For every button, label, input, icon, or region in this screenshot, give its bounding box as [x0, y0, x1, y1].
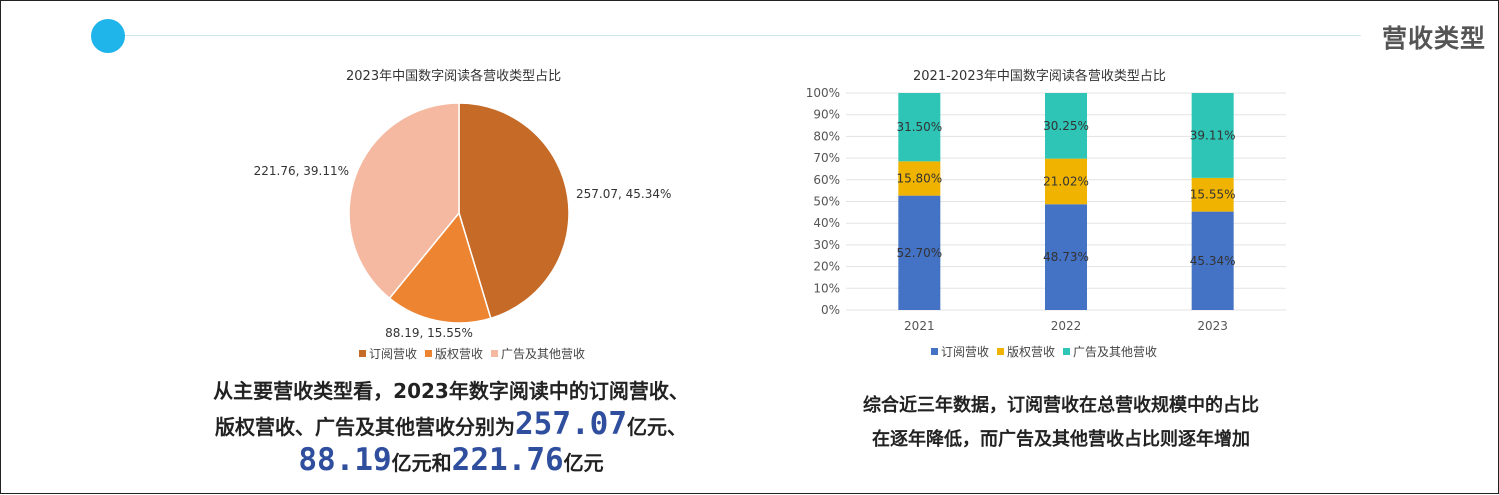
section-title: 营收类型 [1381, 24, 1486, 53]
summary-left-line3: 88.19亿元和221.76亿元 [201, 444, 701, 480]
bar-data-label: 21.02% [1043, 174, 1089, 188]
x-tick-label: 2022 [1051, 319, 1082, 333]
bar-chart-title: 2021-2023年中国数字阅读各营收类型占比 [913, 69, 1166, 84]
bar-legend: 订阅营收 版权营收 广告及其他营收 [931, 343, 1157, 360]
bar-legend-item: 版权营收 [997, 343, 1055, 360]
bar-data-label: 39.11% [1190, 128, 1236, 142]
legend-swatch [997, 348, 1005, 355]
pie-slice-1 [388, 211, 492, 324]
value-copyright: 88.19 [298, 442, 392, 478]
legend-label: 订阅营收 [369, 347, 418, 361]
pie-legend-item: 广告及其他营收 [491, 345, 585, 362]
y-tick-label: 30% [813, 238, 840, 252]
pie-data-label: 221.76, 39.11% [254, 164, 349, 178]
value-subscription: 257.07 [515, 406, 627, 442]
pie-slice-0 [458, 102, 570, 320]
y-tick-label: 50% [813, 195, 840, 209]
summary-left-line1: 从主要营收类型看，2023年数字阅读中的订阅营收、 [213, 379, 689, 403]
y-tick-label: 80% [813, 129, 840, 143]
summary-right: 综合近三年数据，订阅营收在总营收规模中的占比 在逐年降低，而广告及其他营收占比则… [811, 389, 1311, 457]
legend-label: 版权营收 [1007, 345, 1056, 359]
pie-legend-item: 订阅营收 [359, 345, 417, 362]
pie-legend-item: 版权营收 [425, 345, 483, 362]
header-divider [121, 35, 1361, 36]
bar-segment [1191, 177, 1234, 212]
legend-swatch [359, 350, 366, 357]
bar-data-label: 45.34% [1190, 254, 1236, 268]
summary-left-text: 亿元 [563, 451, 604, 475]
summary-left: 从主要营收类型看，2023年数字阅读中的订阅营收、 版权营收、广告及其他营收分别… [201, 375, 701, 480]
y-tick-label: 40% [813, 216, 840, 230]
y-tick-label: 90% [813, 108, 840, 122]
x-tick-label: 2021 [904, 319, 935, 333]
bar-legend-item: 订阅营收 [931, 343, 989, 360]
bar-segment [1045, 93, 1087, 159]
y-tick-label: 100% [806, 86, 840, 100]
bar-segment [1045, 158, 1087, 205]
legend-swatch [1063, 348, 1071, 355]
legend-label: 广告及其他营收 [1073, 345, 1158, 359]
bar-data-label: 30.25% [1043, 119, 1089, 133]
pie-slice-2 [348, 102, 460, 300]
legend-swatch [931, 348, 938, 355]
bar-data-label: 52.70% [896, 246, 942, 260]
y-tick-label: 70% [813, 151, 840, 165]
summary-right-line1: 综合近三年数据，订阅营收在总营收规模中的占比 [863, 395, 1259, 416]
summary-left-line2: 版权营收、广告及其他营收分别为257.07亿元、 [201, 408, 701, 444]
pie-legend: 订阅营收 版权营收 广告及其他营收 [359, 345, 585, 362]
bar-data-label: 15.80% [896, 171, 942, 185]
legend-label: 版权营收 [435, 347, 484, 361]
y-tick-label: 60% [813, 173, 840, 187]
summary-left-text: 亿元和 [391, 451, 452, 475]
value-advertising: 221.76 [451, 442, 564, 478]
y-tick-label: 10% [813, 281, 840, 295]
bar-segment [898, 195, 941, 310]
bar-legend-item: 广告及其他营收 [1063, 343, 1157, 360]
y-tick-label: 0% [821, 303, 840, 317]
bar-segment [1191, 93, 1234, 178]
y-tick-label: 20% [813, 260, 840, 274]
summary-right-line2: 在逐年降低，而广告及其他营收占比则逐年增加 [872, 429, 1250, 450]
pie-data-label: 257.07, 45.34% [576, 187, 671, 201]
header-dot-icon [91, 19, 125, 53]
x-tick-label: 2023 [1197, 319, 1228, 333]
bar-segment [1045, 204, 1087, 310]
bar-data-label: 31.50% [896, 120, 942, 134]
legend-swatch [491, 350, 499, 357]
legend-label: 广告及其他营收 [501, 347, 586, 361]
bar-segment [1191, 211, 1234, 310]
summary-left-text: 亿元、 [626, 415, 687, 439]
bar-data-label: 15.55% [1190, 188, 1236, 202]
bar-segment [898, 161, 941, 196]
bar-data-label: 48.73% [1043, 250, 1089, 264]
legend-swatch [425, 350, 433, 357]
legend-label: 订阅营收 [941, 345, 990, 359]
bar-segment [898, 93, 941, 162]
summary-left-text: 版权营收、广告及其他营收分别为 [215, 415, 515, 439]
pie-data-label: 88.19, 15.55% [385, 326, 473, 340]
pie-chart-title: 2023年中国数字阅读各营收类型占比 [346, 69, 562, 84]
